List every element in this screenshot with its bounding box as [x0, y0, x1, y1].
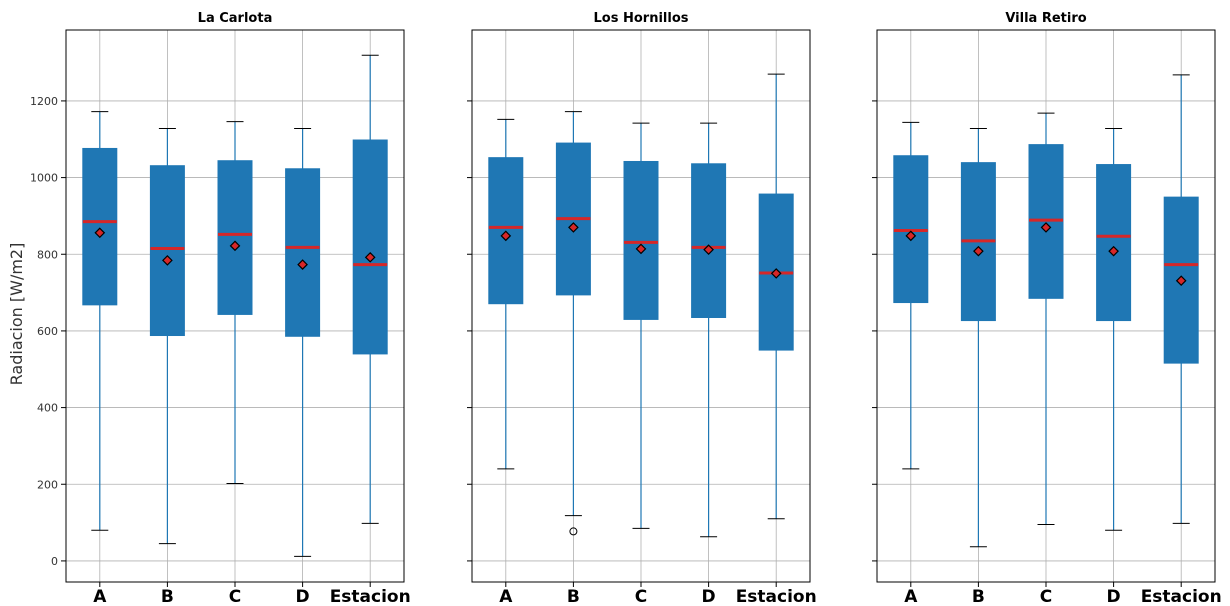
- mean-marker: [94, 227, 106, 239]
- x-tick-label: Estacion: [736, 587, 817, 606]
- panel-3: A B C D Estacion Villa Retiro: [872, 11, 1222, 606]
- panels: 0 200 400 600 800 1000 1200 A B C D Estacion La Carl…: [30, 11, 1222, 606]
- box-A: [893, 121, 929, 470]
- y-tick-label: 400: [37, 402, 58, 415]
- box-C: [1028, 112, 1064, 525]
- x-tick-label: A: [93, 587, 107, 606]
- mean-marker: [500, 230, 512, 242]
- box-A: [488, 118, 524, 470]
- x-tick-label: A: [904, 587, 918, 606]
- x-tick-label: D: [702, 587, 716, 606]
- box-C: [217, 121, 253, 484]
- axes-frame: [876, 29, 1216, 583]
- mean-marker: [1040, 222, 1052, 233]
- y-tick-label: 1200: [30, 95, 58, 108]
- panel-title: Villa Retiro: [1005, 11, 1086, 26]
- mean-marker: [770, 268, 782, 279]
- x-tick-label: B: [161, 587, 174, 606]
- box-body: [623, 160, 659, 320]
- x-tick-label: C: [635, 587, 647, 606]
- y-tick-label: 800: [37, 248, 58, 261]
- box-body: [82, 147, 118, 306]
- mean-marker: [973, 245, 984, 257]
- box-body: [1096, 164, 1132, 322]
- axes-frame: [471, 29, 811, 583]
- box-body: [217, 160, 253, 315]
- y-axis-title: Radiacion [W/m2]: [7, 243, 26, 386]
- box-C: [623, 122, 659, 529]
- x-tick-label: C: [1040, 587, 1052, 606]
- mean-marker: [297, 259, 308, 270]
- x-tick-label: B: [972, 587, 985, 606]
- panel-title: La Carlota: [198, 11, 273, 26]
- box-Estacion: [352, 54, 388, 524]
- box-B: [149, 128, 185, 545]
- box-Estacion: [1163, 74, 1199, 524]
- axes-frame: [65, 29, 405, 583]
- x-tick-label: A: [499, 587, 513, 606]
- mean-marker: [635, 243, 647, 255]
- box-D: [1096, 128, 1132, 531]
- mean-marker: [1108, 245, 1119, 257]
- box-A: [82, 111, 118, 531]
- mean-marker: [905, 230, 917, 242]
- box-body: [691, 163, 727, 318]
- y-tick-label: 600: [37, 325, 58, 338]
- mean-marker: [162, 255, 173, 266]
- mean-marker: [568, 222, 579, 233]
- box-B: [555, 111, 591, 536]
- box-B: [960, 128, 996, 548]
- mean-marker: [229, 240, 241, 252]
- x-tick-label: Estacion: [330, 587, 411, 606]
- box-D: [691, 122, 727, 538]
- panel-1: 0 200 400 600 800 1000 1200 A B C D Estacion La Carl…: [30, 11, 411, 606]
- mean-marker: [364, 251, 376, 263]
- box-body: [352, 139, 388, 355]
- y-tick-label: 1000: [30, 172, 58, 185]
- box-body: [149, 165, 185, 337]
- y-tick-label: 200: [37, 478, 58, 491]
- y-tick-label: 0: [51, 555, 58, 568]
- panel-2: A B C D Estacion Los Hornillos: [467, 11, 817, 606]
- box-D: [285, 128, 321, 557]
- mean-marker: [703, 244, 714, 255]
- x-tick-label: D: [1107, 587, 1121, 606]
- box-Estacion: [758, 73, 794, 520]
- outlier-point: [569, 527, 578, 536]
- box-body: [488, 157, 524, 305]
- x-tick-label: B: [567, 587, 580, 606]
- x-tick-label: D: [296, 587, 310, 606]
- x-tick-label: C: [229, 587, 241, 606]
- panel-title: Los Hornillos: [594, 11, 689, 26]
- x-tick-label: Estacion: [1141, 587, 1222, 606]
- mean-marker: [1175, 275, 1187, 287]
- box-body: [285, 168, 321, 337]
